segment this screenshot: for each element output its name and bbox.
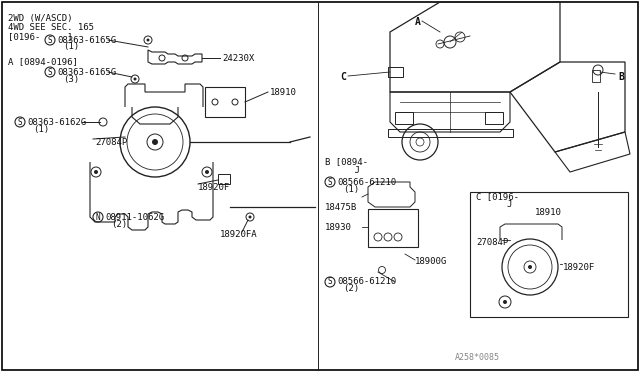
Text: 4WD SEE SEC. 165: 4WD SEE SEC. 165 xyxy=(8,23,94,32)
Bar xyxy=(388,129,513,137)
Text: A [0894-0196]: A [0894-0196] xyxy=(8,58,78,67)
Text: S: S xyxy=(328,177,332,186)
Text: (1): (1) xyxy=(63,42,79,51)
Circle shape xyxy=(503,300,507,304)
Text: A258*0085: A258*0085 xyxy=(455,353,500,362)
Text: 18930: 18930 xyxy=(325,222,352,231)
Text: 18920FA: 18920FA xyxy=(220,230,258,238)
Bar xyxy=(592,70,600,82)
Text: 18900G: 18900G xyxy=(415,257,447,266)
Circle shape xyxy=(147,38,150,42)
Circle shape xyxy=(94,170,98,174)
Text: (2): (2) xyxy=(343,285,359,294)
Bar xyxy=(395,112,413,124)
Text: 27084P: 27084P xyxy=(95,138,127,147)
Text: 08566-61210: 08566-61210 xyxy=(337,177,396,186)
Circle shape xyxy=(134,77,136,80)
Bar xyxy=(368,209,418,247)
Circle shape xyxy=(152,139,158,145)
Text: 18475B: 18475B xyxy=(325,202,357,212)
Bar xyxy=(205,87,245,117)
Text: N: N xyxy=(96,212,100,221)
Text: B [0894-: B [0894- xyxy=(325,157,368,167)
Text: S: S xyxy=(48,67,52,77)
Text: J: J xyxy=(333,166,360,174)
Text: 18910: 18910 xyxy=(535,208,562,217)
Bar xyxy=(485,112,503,124)
Text: 08363-6165G: 08363-6165G xyxy=(57,67,116,77)
Text: (2): (2) xyxy=(111,219,127,228)
Text: 18920F: 18920F xyxy=(563,263,595,272)
Text: [0196-     ]: [0196- ] xyxy=(8,32,72,41)
Text: 2WD (W/ASCD): 2WD (W/ASCD) xyxy=(8,14,72,23)
Text: (3): (3) xyxy=(63,74,79,83)
Text: S: S xyxy=(18,118,22,126)
Text: 18910: 18910 xyxy=(270,87,297,96)
Text: C [0196-: C [0196- xyxy=(476,192,519,202)
Circle shape xyxy=(205,170,209,174)
Text: C: C xyxy=(340,72,346,82)
Text: 08566-61210: 08566-61210 xyxy=(337,278,396,286)
Text: 08363-6165G: 08363-6165G xyxy=(57,35,116,45)
Text: (1): (1) xyxy=(343,185,359,193)
Text: 08911-1062G: 08911-1062G xyxy=(105,212,164,221)
Text: 24230X: 24230X xyxy=(222,54,254,62)
Text: 08363-6162G: 08363-6162G xyxy=(27,118,86,126)
Text: A: A xyxy=(415,17,421,27)
Bar xyxy=(218,174,230,184)
Text: 27084P: 27084P xyxy=(476,237,508,247)
Text: B: B xyxy=(618,72,624,82)
Text: S: S xyxy=(328,278,332,286)
Text: J: J xyxy=(506,199,511,208)
Circle shape xyxy=(248,215,252,218)
Text: S: S xyxy=(48,35,52,45)
Text: 18920F: 18920F xyxy=(198,183,230,192)
Bar xyxy=(388,67,403,77)
Circle shape xyxy=(528,265,532,269)
Text: (1): (1) xyxy=(33,125,49,134)
